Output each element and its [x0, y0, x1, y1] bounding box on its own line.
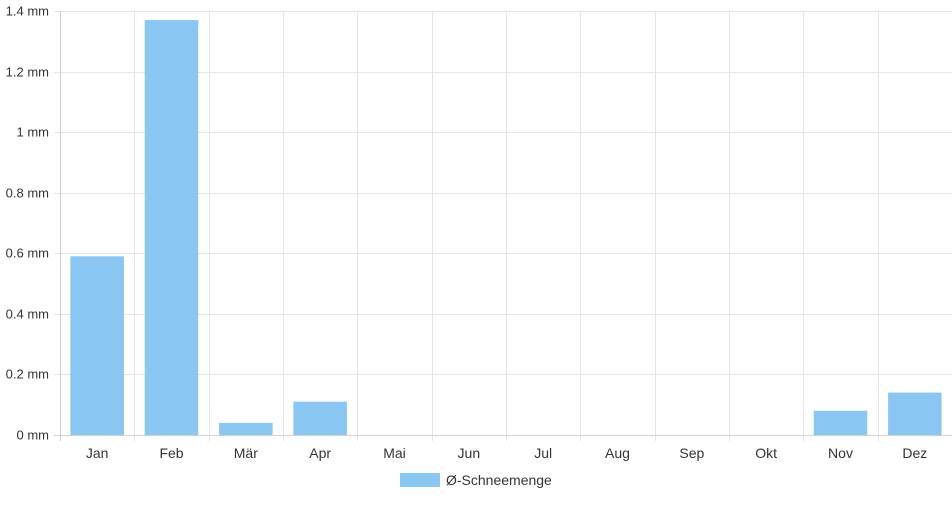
x-tick-label: Mai [383, 445, 406, 461]
y-axis-tick-labels: 0 mm 0.2 mm 0.4 mm 0.6 mm 0.8 mm 1 mm 1.2 mm 1.… [6, 4, 49, 443]
x-tick-label: Feb [159, 445, 183, 461]
x-tick-label: Apr [309, 445, 331, 461]
y-tick-label: 0 mm [17, 428, 50, 443]
x-tick-label: Mär [234, 445, 258, 461]
bar-feb[interactable] [144, 20, 199, 435]
x-tick-label: Okt [755, 445, 777, 461]
y-tick-label: 1 mm [17, 125, 50, 140]
x-axis-tick-labels: Jan Feb Mär Apr Mai Jun Jul Aug Sep Okt Nov Dez [86, 445, 927, 461]
y-tick-label: 0.8 mm [6, 186, 49, 201]
legend[interactable]: Ø-Schneemenge [400, 472, 552, 488]
bar-apr[interactable] [293, 401, 347, 435]
x-tick-label: Jan [86, 445, 109, 461]
bar-mär[interactable] [219, 422, 273, 435]
legend-label[interactable]: Ø-Schneemenge [446, 472, 552, 488]
y-tick-label: 1.4 mm [6, 4, 49, 19]
y-tick-label: 0.2 mm [6, 367, 49, 382]
bar-jan[interactable] [70, 256, 124, 435]
y-tick-label: 0.6 mm [6, 246, 49, 261]
x-tick-label: Sep [679, 445, 704, 461]
x-tick-label: Nov [828, 445, 853, 461]
bar-nov[interactable] [813, 410, 868, 435]
y-tick-label: 0.4 mm [6, 307, 49, 322]
legend-swatch[interactable] [400, 473, 440, 487]
bar-dez[interactable] [888, 392, 942, 435]
bars [70, 20, 942, 435]
x-tick-label: Dez [902, 445, 927, 461]
x-tick-label: Aug [605, 445, 630, 461]
x-tick-label: Jul [534, 445, 552, 461]
y-tick-label: 1.2 mm [6, 65, 49, 80]
grid-lines [54, 11, 952, 441]
x-tick-label: Jun [458, 445, 481, 461]
